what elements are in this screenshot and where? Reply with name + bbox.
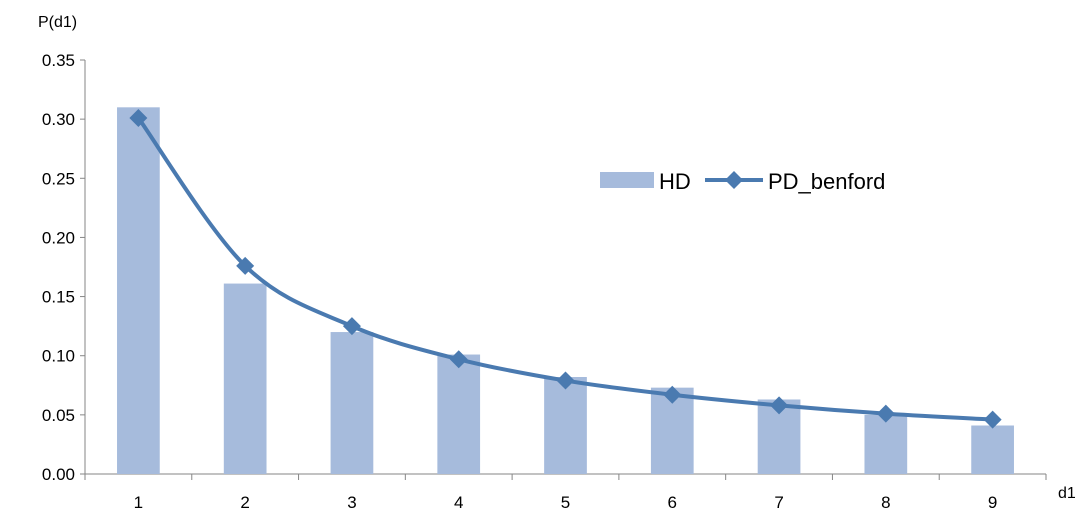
y-tick-label: 0.15 [42,288,75,307]
legend-hd-label: HD [659,169,691,194]
y-tick-label: 0.05 [42,406,75,425]
legend-pd-benford-label: PD_benford [768,169,885,194]
x-axis-title: d1 [1058,485,1076,502]
y-tick-label: 0.20 [42,228,75,247]
hd-bar [864,414,908,474]
pd-benford-line [136,116,993,422]
x-tick-label: 9 [988,493,997,512]
pd-benford-point [342,317,361,336]
pd-benford-series [129,108,1002,429]
hd-bar [330,332,374,474]
x-tick-label: 1 [134,493,143,512]
y-tick-label: 0.00 [42,465,75,484]
pd-benford-point [876,404,895,423]
x-tick-label: 2 [240,493,249,512]
legend-pd-benford-marker [725,171,743,189]
tick-labels: 0.00 0.05 0.10 0.15 0.20 0.25 0.30 0.35 1 2 3 4 5 6 7 8… [42,51,997,512]
pd-benford-point [129,108,148,127]
hd-bar [117,107,160,475]
legend-hd-swatch [600,172,654,188]
x-tick-label: 3 [347,493,356,512]
y-tick-label: 0.25 [42,169,75,188]
hd-bar [223,283,267,474]
pd-benford-point [770,396,789,415]
x-tick-label: 8 [881,493,890,512]
pd-benford-point [556,371,575,390]
y-tick-label: 0.35 [42,51,75,70]
x-tick-label: 4 [454,493,463,512]
hd-bar [971,425,1014,474]
hd-bars [117,107,1014,475]
pd-benford-point [983,410,1002,429]
y-axis-title: P(d1) [38,14,77,31]
legend: HD PD_benford [600,169,885,194]
pd-benford-point [449,350,468,369]
x-tick-label: 5 [561,493,570,512]
hd-bar [544,377,587,474]
pd-benford-point [663,385,682,404]
pd-benford-point [236,256,255,275]
y-tick-label: 0.10 [42,347,75,366]
x-tick-label: 7 [774,493,783,512]
x-tick-label: 6 [668,493,677,512]
y-tick-label: 0.30 [42,110,75,129]
hd-bar [437,354,481,474]
